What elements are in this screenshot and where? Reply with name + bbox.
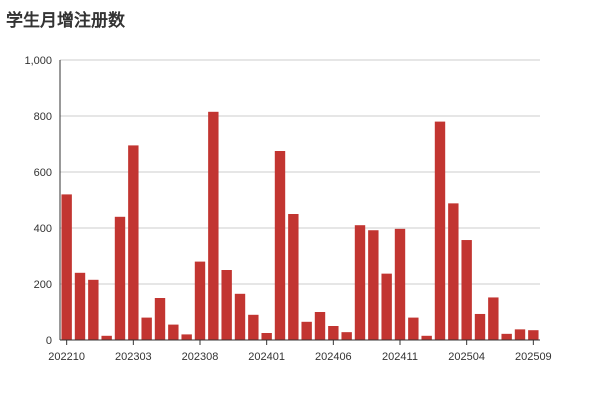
bar-202506 — [488, 297, 499, 340]
x-tick-label: 202210 — [48, 351, 85, 363]
bar-202409 — [368, 230, 379, 340]
bar-202501 — [421, 335, 432, 340]
bar-202408 — [354, 225, 366, 340]
x-tick-label: 202509 — [515, 351, 552, 363]
bar-202502 — [434, 121, 446, 340]
bar-202210 — [61, 194, 72, 340]
y-tick-label: 800 — [34, 111, 52, 123]
bar-202312 — [248, 314, 259, 340]
x-tick-label: 202401 — [248, 351, 285, 363]
bar-202309 — [208, 111, 219, 340]
x-tick-label: 202411 — [382, 351, 418, 363]
bar-202504 — [461, 240, 472, 340]
bar-202411 — [394, 228, 406, 340]
bar-202303 — [128, 145, 139, 340]
bar-202508 — [514, 329, 526, 340]
x-tick-label: 202504 — [448, 351, 485, 363]
bar-202403 — [288, 214, 299, 340]
bar-202307 — [181, 334, 192, 340]
y-tick-label: 0 — [46, 335, 52, 347]
bar-202302 — [114, 216, 126, 340]
y-tick-label: 1,000 — [24, 55, 52, 67]
bar-202304 — [141, 317, 152, 340]
bar-202505 — [474, 313, 486, 340]
bar-202212 — [88, 279, 99, 340]
bar-202306 — [168, 324, 179, 340]
bar-202310 — [221, 270, 232, 340]
x-tick-label: 202406 — [315, 351, 352, 363]
bar-202507 — [501, 333, 512, 340]
bar-202509 — [528, 330, 539, 340]
bar-202308 — [194, 261, 206, 340]
bar-202406 — [328, 326, 339, 340]
bar-202211 — [74, 272, 86, 340]
bar-202412 — [408, 317, 419, 340]
bar-202404 — [301, 321, 312, 340]
bar-202410 — [381, 273, 392, 340]
chart-title: 学生月增注册数 — [6, 11, 125, 31]
y-tick-label: 600 — [34, 167, 52, 179]
bar-202503 — [448, 203, 459, 340]
bar-202401 — [261, 333, 272, 340]
bar-202311 — [234, 293, 246, 340]
bar-202305 — [154, 298, 166, 340]
y-tick-label: 200 — [34, 279, 52, 291]
bar-202405 — [314, 312, 326, 340]
bar-202402 — [274, 151, 286, 340]
y-tick-label: 400 — [34, 223, 52, 235]
bar-202407 — [341, 332, 352, 340]
x-tick-label: 202308 — [182, 351, 219, 363]
x-tick-label: 202303 — [115, 351, 152, 363]
bar-202301 — [101, 335, 112, 340]
